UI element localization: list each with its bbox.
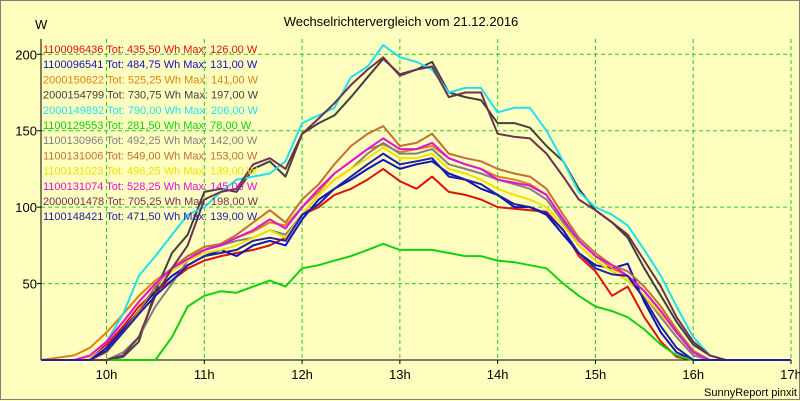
y-tick-label: 150 bbox=[15, 124, 37, 139]
legend-entry: 1100131074 Tot: 528,25 Wh Max: 145,00 W bbox=[43, 181, 258, 193]
series-lines bbox=[40, 44, 791, 361]
legend-entry: 1100130966 Tot: 492,25 Wh Max: 142,00 W bbox=[43, 135, 258, 147]
x-tick-label: 10h bbox=[96, 367, 118, 382]
chart-title: Wechselrichtervergleich vom 21.12.2016 bbox=[284, 14, 519, 29]
tick-labels: 10h 11h 12h 13h 14h 15h 16h 17h 50 100 150 200 bbox=[15, 47, 800, 382]
x-tick-label: 14h bbox=[487, 367, 509, 382]
legend-entry: 1100131023 Tot: 496,25 Wh Max: 139,00 W bbox=[43, 166, 258, 178]
legend: 1100096436 Tot: 435,50 Wh Max: 126,00 W 1… bbox=[43, 44, 259, 223]
x-tick-label: 16h bbox=[682, 367, 704, 382]
legend-entry: 2000154799 Tot: 730,75 Wh Max: 197,00 W bbox=[43, 90, 259, 102]
legend-entry: 1100131006 Tot: 549,00 Wh Max: 153,00 W bbox=[43, 150, 258, 162]
axes bbox=[40, 39, 791, 361]
legend-entry: 1100129553 Tot: 281,50 Wh Max: 78,00 W bbox=[43, 120, 252, 132]
series-line-8 bbox=[41, 125, 791, 361]
credit-text: SunnyReport pinxit bbox=[704, 387, 797, 399]
grid-lines bbox=[41, 39, 792, 360]
legend-entry: 1100096436 Tot: 435,50 Wh Max: 126,00 W bbox=[43, 44, 258, 56]
legend-entry: 2000001478 Tot: 705,25 Wh Max: 198,00 W bbox=[43, 196, 259, 208]
x-tick-label: 17h bbox=[780, 367, 800, 382]
x-tick-label: 15h bbox=[585, 367, 607, 382]
legend-entry: 1100096541 Tot: 484,75 Wh Max: 131,00 W bbox=[43, 59, 258, 71]
series-line-11 bbox=[41, 56, 791, 361]
y-axis-label: W bbox=[35, 17, 48, 32]
y-tick-label: 100 bbox=[15, 200, 37, 215]
x-tick-label: 11h bbox=[194, 367, 215, 382]
legend-entry: 2000150622 Tot: 525,25 Wh Max: 141,00 W bbox=[43, 74, 259, 86]
series-line-12 bbox=[41, 152, 791, 361]
series-line-10 bbox=[41, 137, 791, 361]
y-tick-label: 50 bbox=[23, 277, 37, 292]
plot-area bbox=[41, 39, 791, 360]
series-line-6 bbox=[41, 242, 791, 361]
legend-entry: 2000149892 Tot: 790,00 Wh Max: 206,00 W bbox=[43, 105, 259, 117]
legend-entry: 1100148421 Tot: 471,50 Wh Max: 139,00 W bbox=[43, 211, 258, 223]
series-line-5 bbox=[41, 44, 791, 361]
x-tick-label: 13h bbox=[389, 367, 411, 382]
y-tick-label: 200 bbox=[15, 47, 37, 62]
x-tick-label: 12h bbox=[291, 367, 313, 382]
